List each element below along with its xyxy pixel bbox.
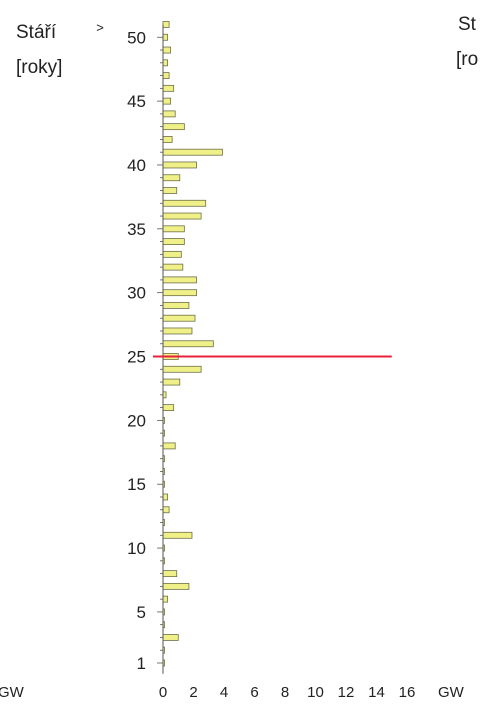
x-tick-label-8: 8: [281, 684, 289, 701]
bar-age-24: [162, 365, 202, 373]
bar-age-48: [162, 59, 168, 67]
left-edge-unit: GW: [0, 684, 25, 701]
bar-age-26: [162, 340, 214, 348]
bar-age-46: [162, 84, 175, 92]
bar-age-34: [162, 238, 185, 245]
y-tick-label-20: 20: [127, 411, 146, 430]
y-axis-unit: [roky]: [16, 57, 62, 78]
bar-age-49: [162, 46, 172, 54]
bar-age-39: [162, 174, 181, 182]
bar-age-21: [162, 404, 175, 412]
bar-age-45: [162, 97, 172, 105]
y-tick-label-50: 50: [127, 28, 146, 47]
y-axis-title: Stáří: [16, 22, 57, 43]
bar-age-37: [162, 199, 207, 207]
bar-age-18: [162, 442, 176, 450]
bar-age-42: [162, 136, 173, 143]
y-tick-label-25: 25: [127, 348, 146, 367]
bar-age-44: [162, 110, 176, 118]
bar-age-36: [162, 212, 202, 220]
bar-age-7: [162, 582, 190, 590]
bar-series: [162, 21, 223, 667]
y-tick-label-1: 1: [137, 654, 146, 673]
y-tick-label-30: 30: [127, 284, 146, 303]
y-tick-label-15: 15: [127, 475, 146, 494]
bar-age-51: [162, 21, 170, 28]
y-tick-marks: [157, 36, 163, 664]
bar-age-41: [162, 148, 223, 156]
bar-age-40: [162, 161, 197, 169]
bar-age-35: [162, 225, 185, 233]
bar-age-47: [162, 72, 170, 79]
bar-age-11: [162, 531, 193, 539]
bar-age-8: [162, 570, 178, 578]
x-tick-label-2: 2: [189, 684, 197, 701]
bar-age-14: [162, 493, 168, 501]
bar-age-38: [162, 187, 178, 194]
bar-age-29: [162, 302, 190, 309]
x-tick-labels: 0 2 4 6 8 10 12 14 16: [159, 684, 416, 701]
bar-age-31: [162, 276, 197, 284]
x-tick-label-6: 6: [250, 684, 258, 701]
bar-age-30: [162, 289, 197, 297]
bar-age-32: [162, 263, 184, 271]
bar-age-33: [162, 250, 182, 258]
bar-age-27: [162, 327, 193, 335]
x-tick-label-4: 4: [220, 684, 228, 701]
bar-age-3: [162, 634, 179, 641]
y-tick-label-35: 35: [127, 220, 146, 239]
bar-age-43: [162, 123, 185, 131]
y-tick-label-5: 5: [137, 603, 146, 622]
bar-age-28: [162, 314, 196, 322]
bar-age-23: [162, 378, 181, 386]
x-tick-label-14: 14: [368, 684, 385, 701]
x-tick-label-16: 16: [399, 684, 416, 701]
y-top-prefix: >: [96, 20, 104, 35]
x-axis-title: GW: [438, 684, 465, 701]
y-tick-label-45: 45: [127, 92, 146, 111]
x-tick-label-12: 12: [338, 684, 355, 701]
x-tick-label-10: 10: [307, 684, 324, 701]
right-panel-unit: [ro: [456, 49, 478, 70]
y-tick-label-10: 10: [127, 539, 146, 558]
bar-age-50: [162, 33, 168, 41]
x-tick-label-0: 0: [159, 684, 167, 701]
bar-age-13: [162, 506, 170, 514]
y-tick-label-40: 40: [127, 156, 146, 175]
right-panel-title: St: [458, 14, 477, 35]
bar-age-6: [162, 595, 168, 603]
